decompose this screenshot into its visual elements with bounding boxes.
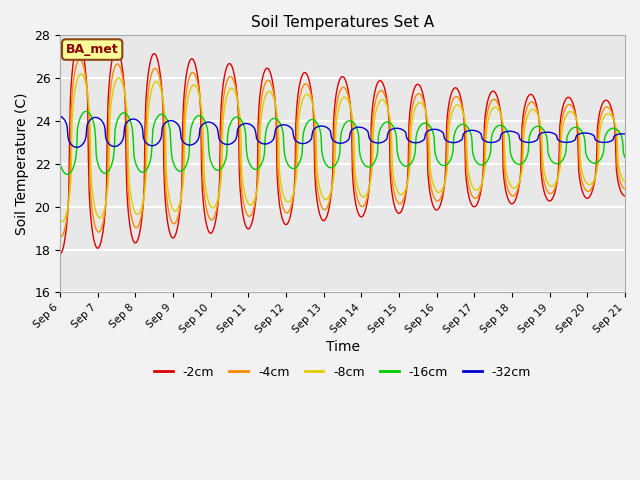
X-axis label: Time: Time xyxy=(326,340,360,354)
-16cm xyxy=(621,154,629,160)
-2cm xyxy=(75,40,83,46)
Legend: -2cm, -4cm, -8cm, -16cm, -32cm: -2cm, -4cm, -8cm, -16cm, -32cm xyxy=(149,361,536,384)
Line: -2cm: -2cm xyxy=(60,43,625,254)
-8cm xyxy=(621,179,629,185)
-16cm xyxy=(126,117,134,123)
-8cm xyxy=(67,171,75,177)
-32cm xyxy=(429,127,436,132)
-4cm xyxy=(413,92,420,97)
-4cm xyxy=(56,233,64,239)
Title: Soil Temperatures Set A: Soil Temperatures Set A xyxy=(251,15,434,30)
-4cm xyxy=(57,234,65,240)
-16cm xyxy=(56,161,64,167)
-2cm xyxy=(412,83,420,88)
-32cm xyxy=(67,141,74,146)
-16cm xyxy=(63,171,71,177)
-16cm xyxy=(67,169,75,175)
-8cm xyxy=(126,187,134,193)
-32cm xyxy=(412,140,420,145)
-32cm xyxy=(73,144,81,150)
-16cm xyxy=(429,131,437,136)
-2cm xyxy=(212,213,220,219)
-4cm xyxy=(184,82,191,88)
Line: -32cm: -32cm xyxy=(60,116,625,147)
-2cm xyxy=(621,193,629,199)
-4cm xyxy=(67,107,75,112)
-8cm xyxy=(56,217,64,223)
-2cm xyxy=(429,201,436,207)
-4cm xyxy=(126,206,134,212)
-2cm xyxy=(183,70,191,76)
-16cm xyxy=(413,131,420,136)
-8cm xyxy=(413,102,420,108)
-32cm xyxy=(212,124,220,130)
-8cm xyxy=(77,71,84,77)
-2cm xyxy=(56,251,64,257)
-4cm xyxy=(429,192,437,198)
-32cm xyxy=(621,131,629,137)
Line: -4cm: -4cm xyxy=(60,59,625,237)
Text: BA_met: BA_met xyxy=(66,43,118,56)
-8cm xyxy=(59,218,67,224)
-16cm xyxy=(184,159,191,165)
-2cm xyxy=(67,97,74,103)
-16cm xyxy=(213,168,221,173)
-32cm xyxy=(183,142,191,147)
Line: -8cm: -8cm xyxy=(60,74,625,221)
-32cm xyxy=(56,113,64,119)
-8cm xyxy=(429,182,437,188)
-16cm xyxy=(82,108,90,114)
-4cm xyxy=(213,203,221,209)
-4cm xyxy=(621,186,629,192)
-8cm xyxy=(184,99,191,105)
Y-axis label: Soil Temperature (C): Soil Temperature (C) xyxy=(15,93,29,235)
-2cm xyxy=(125,218,133,224)
Line: -16cm: -16cm xyxy=(60,111,625,174)
-32cm xyxy=(125,117,133,123)
-8cm xyxy=(213,198,221,204)
-4cm xyxy=(76,56,84,62)
